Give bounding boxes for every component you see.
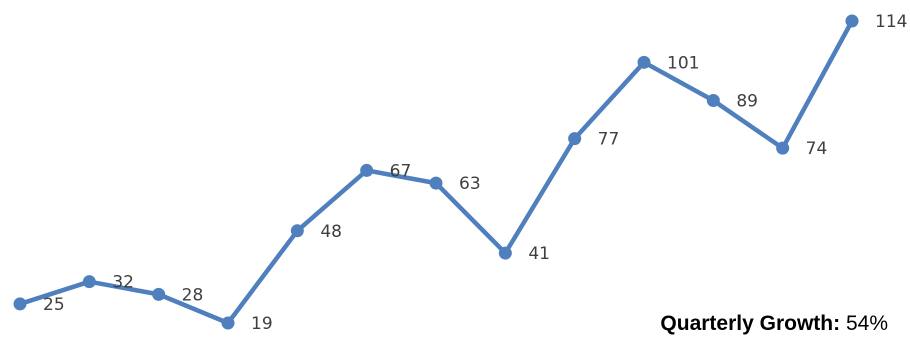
data-label: 89	[736, 91, 758, 111]
data-point	[776, 141, 790, 155]
series-line-segment	[87, 279, 161, 297]
series-line-segment	[17, 279, 92, 307]
growth-value: 54%	[845, 312, 888, 335]
data-label: 63	[459, 174, 481, 194]
series-line-segment	[780, 18, 855, 151]
data-label: 67	[390, 161, 412, 181]
data-point	[429, 176, 443, 190]
series-line-segment	[572, 60, 647, 141]
data-point	[13, 297, 27, 311]
data-label: 19	[251, 314, 273, 334]
data-point	[360, 163, 374, 177]
series-line-segment	[503, 136, 577, 256]
data-label: 48	[320, 222, 342, 242]
growth-summary: Quarterly Growth: 54%	[660, 312, 888, 336]
series-line-segment	[641, 60, 716, 103]
data-label: 41	[528, 244, 550, 264]
data-point	[637, 55, 651, 69]
data-label: 28	[182, 285, 204, 305]
data-label: 74	[806, 139, 828, 159]
data-point	[221, 316, 235, 330]
data-point	[568, 132, 582, 146]
data-label: 32	[112, 273, 134, 293]
data-point	[498, 246, 512, 260]
growth-label: Quarterly Growth:	[660, 312, 841, 335]
series-line-segment	[295, 168, 369, 234]
data-point	[706, 93, 720, 107]
data-point	[845, 14, 859, 28]
data-label: 114	[875, 12, 907, 32]
data-label: 101	[667, 53, 699, 73]
data-point	[82, 275, 96, 289]
data-point	[290, 224, 304, 238]
data-label: 77	[598, 130, 620, 150]
series-line-segment	[225, 228, 300, 326]
data-label: 25	[43, 295, 65, 315]
series-line-segment	[711, 98, 785, 151]
series-line-segment	[433, 180, 508, 256]
series-line-segment	[156, 292, 231, 326]
series-line-segment	[364, 168, 439, 186]
data-point	[152, 287, 166, 301]
